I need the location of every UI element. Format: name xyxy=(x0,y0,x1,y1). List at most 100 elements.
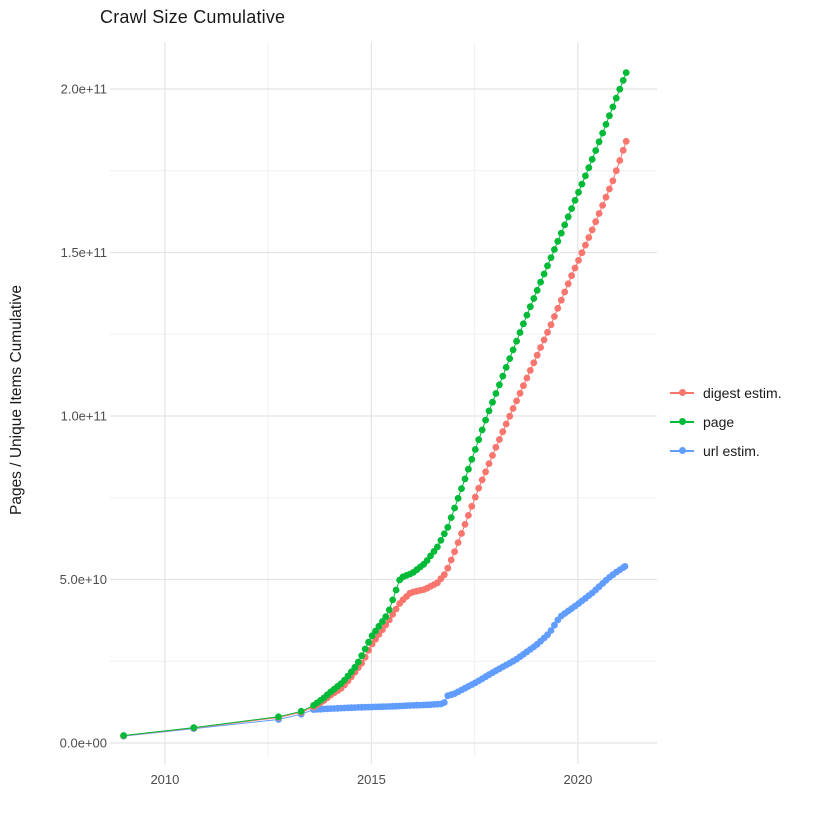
series-dot-page xyxy=(482,416,489,424)
series-dot-page xyxy=(595,138,603,146)
series-dot-digest-estim xyxy=(557,296,565,304)
series-dot-page xyxy=(557,229,565,237)
series-dot-digest-estim xyxy=(551,313,558,320)
series-dot-digest-estim xyxy=(492,443,500,451)
series-dot-digest-estim xyxy=(619,146,627,154)
series-dot-digest-estim xyxy=(547,321,555,329)
legend-label: url estim. xyxy=(703,442,760,459)
series-dot-page xyxy=(592,147,600,154)
series-dot-page xyxy=(358,652,366,660)
x-tick-label: 2020 xyxy=(563,772,592,787)
legend-key-dot xyxy=(678,418,686,425)
series-dot-page xyxy=(575,188,582,196)
series-dot-digest-estim xyxy=(554,304,562,312)
series-dot-digest-estim xyxy=(568,272,575,279)
series-dot-page xyxy=(447,514,455,521)
series-dot-digest-estim xyxy=(523,374,531,382)
series-dot-page xyxy=(375,622,383,630)
series-dot-page xyxy=(437,537,445,544)
series-dot-digest-estim xyxy=(592,218,600,226)
series-dot-page xyxy=(509,346,517,354)
series-dot-page xyxy=(588,155,596,163)
legend-item-page: page xyxy=(670,407,782,436)
legend-key-icon xyxy=(670,446,694,456)
series-dot-page xyxy=(120,732,127,739)
y-tick-label: 2.0e+11 xyxy=(61,82,107,97)
legend-item-url: url estim. xyxy=(670,436,782,465)
series-dot-page xyxy=(461,475,469,483)
legend-label: page xyxy=(703,413,735,430)
series-dot-page xyxy=(622,69,630,76)
series-dot-digest-estim xyxy=(588,226,596,234)
series-dot-digest-estim xyxy=(440,571,448,579)
series-dot-digest-estim xyxy=(468,502,476,510)
series-dot-digest-estim xyxy=(465,512,472,519)
series-dot-page xyxy=(496,381,503,389)
series-dot-page xyxy=(612,94,620,102)
series-dot-page xyxy=(434,543,441,551)
series-dot-page xyxy=(499,372,507,380)
y-tick-label: 5.0e+10 xyxy=(60,572,107,587)
series-dot-digest-estim xyxy=(458,530,465,537)
series-dot-digest-estim xyxy=(502,420,510,428)
legend-key-icon xyxy=(670,388,694,398)
series-dot-page xyxy=(440,530,448,538)
series-dot-digest-estim xyxy=(444,564,452,572)
series-dot-digest-estim xyxy=(561,288,569,296)
series-dot-page xyxy=(561,221,569,229)
series-dot-digest-estim xyxy=(513,397,520,405)
series-dot-digest-estim xyxy=(602,193,610,201)
series-dot-digest-estim xyxy=(499,428,507,436)
series-dot-page xyxy=(368,632,376,640)
series-dot-page xyxy=(485,407,493,415)
series-dot-page xyxy=(513,337,520,345)
series-dot-digest-estim xyxy=(520,382,527,390)
series-dot-digest-estim xyxy=(451,548,458,556)
series-dot-page xyxy=(354,658,362,666)
series-dot-digest-estim xyxy=(506,412,514,420)
series-dot-url-estim xyxy=(547,627,555,634)
series-dot-digest-estim xyxy=(496,436,503,443)
series-dot-digest-estim xyxy=(485,460,493,467)
legend-key-dot xyxy=(678,389,686,396)
series-dot-digest-estim xyxy=(509,405,517,412)
series-dot-digest-estim xyxy=(516,389,524,397)
series-dot-digest-estim xyxy=(461,521,469,528)
series-dot-digest-estim xyxy=(578,249,586,257)
series-dot-digest-estim xyxy=(530,359,538,367)
series-url-estim xyxy=(120,563,629,740)
series-dot-digest-estim xyxy=(478,476,486,484)
series-dot-page xyxy=(297,707,305,715)
series-dot-digest-estim xyxy=(622,137,630,145)
series-dot-page xyxy=(365,638,372,646)
series-dot-digest-estim xyxy=(564,280,572,288)
x-tick-label: 2015 xyxy=(357,772,386,787)
series-dot-digest-estim xyxy=(599,202,606,209)
series-dot-url-estim xyxy=(551,621,558,629)
y-tick-label: 1.5e+11 xyxy=(61,245,107,260)
series-dot-page xyxy=(385,606,393,614)
series-dot-digest-estim xyxy=(544,328,551,336)
series-dot-digest-estim xyxy=(571,264,579,272)
series-dot-digest-estim xyxy=(392,605,400,613)
axis-tick-labels: 2010 2015 2020 0.0e+00 5.0e+10 1.0e+11 1.5e+11… xyxy=(60,82,593,788)
series-dot-page xyxy=(533,286,541,294)
series-dot-page xyxy=(475,436,483,444)
series-digest-estim xyxy=(120,137,630,740)
legend-key-dot xyxy=(678,447,686,454)
series-dot-page xyxy=(571,197,579,204)
series-dot-page xyxy=(537,278,544,286)
series-dot-page xyxy=(609,103,617,111)
y-tick-label: 0.0e+00 xyxy=(60,736,107,751)
series-dot-digest-estim xyxy=(575,257,582,264)
legend-label: digest estim. xyxy=(703,384,782,401)
series-dot-digest-estim xyxy=(609,177,617,185)
series-dot-page xyxy=(351,663,359,671)
series-dot-page xyxy=(382,613,390,621)
series-dot-page xyxy=(599,129,606,137)
series-dot-page xyxy=(451,504,458,512)
series-dot-digest-estim xyxy=(475,484,483,492)
legend-item-digest: digest estim. xyxy=(670,378,782,407)
